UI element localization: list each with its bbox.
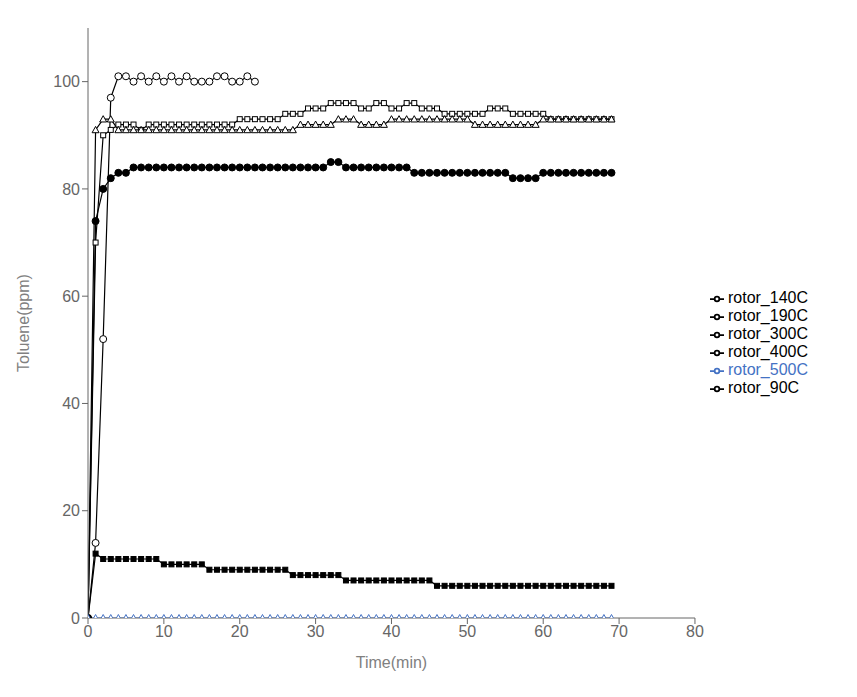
svg-text:0: 0 [84,623,93,640]
svg-text:80: 80 [62,181,80,198]
svg-text:0: 0 [71,610,80,627]
svg-text:Toluene(ppm): Toluene(ppm) [15,274,32,372]
svg-text:20: 20 [231,623,249,640]
html-text:rotor_90C: rotor_90C [728,379,800,396]
svg-text:Time(min): Time(min) [356,654,427,671]
html-text:rotor_500C: rotor_500C [728,361,808,378]
svg-text:70: 70 [610,623,628,640]
html-text:rotor_300C: rotor_300C [728,325,808,342]
html-text:rotor_400C: rotor_400C [728,343,808,360]
svg-text:100: 100 [53,73,80,90]
svg-text:60: 60 [62,288,80,305]
svg-text:40: 40 [62,395,80,412]
html-text:rotor_190C: rotor_190C [728,307,808,324]
html-text:rotor_140C: rotor_140C [728,289,808,306]
svg-text:30: 30 [307,623,325,640]
svg-text:60: 60 [534,623,552,640]
svg-text:50: 50 [458,623,476,640]
svg-text:80: 80 [686,623,704,640]
svg-text:10: 10 [155,623,173,640]
svg-text:40: 40 [383,623,401,640]
svg-text:20: 20 [62,502,80,519]
